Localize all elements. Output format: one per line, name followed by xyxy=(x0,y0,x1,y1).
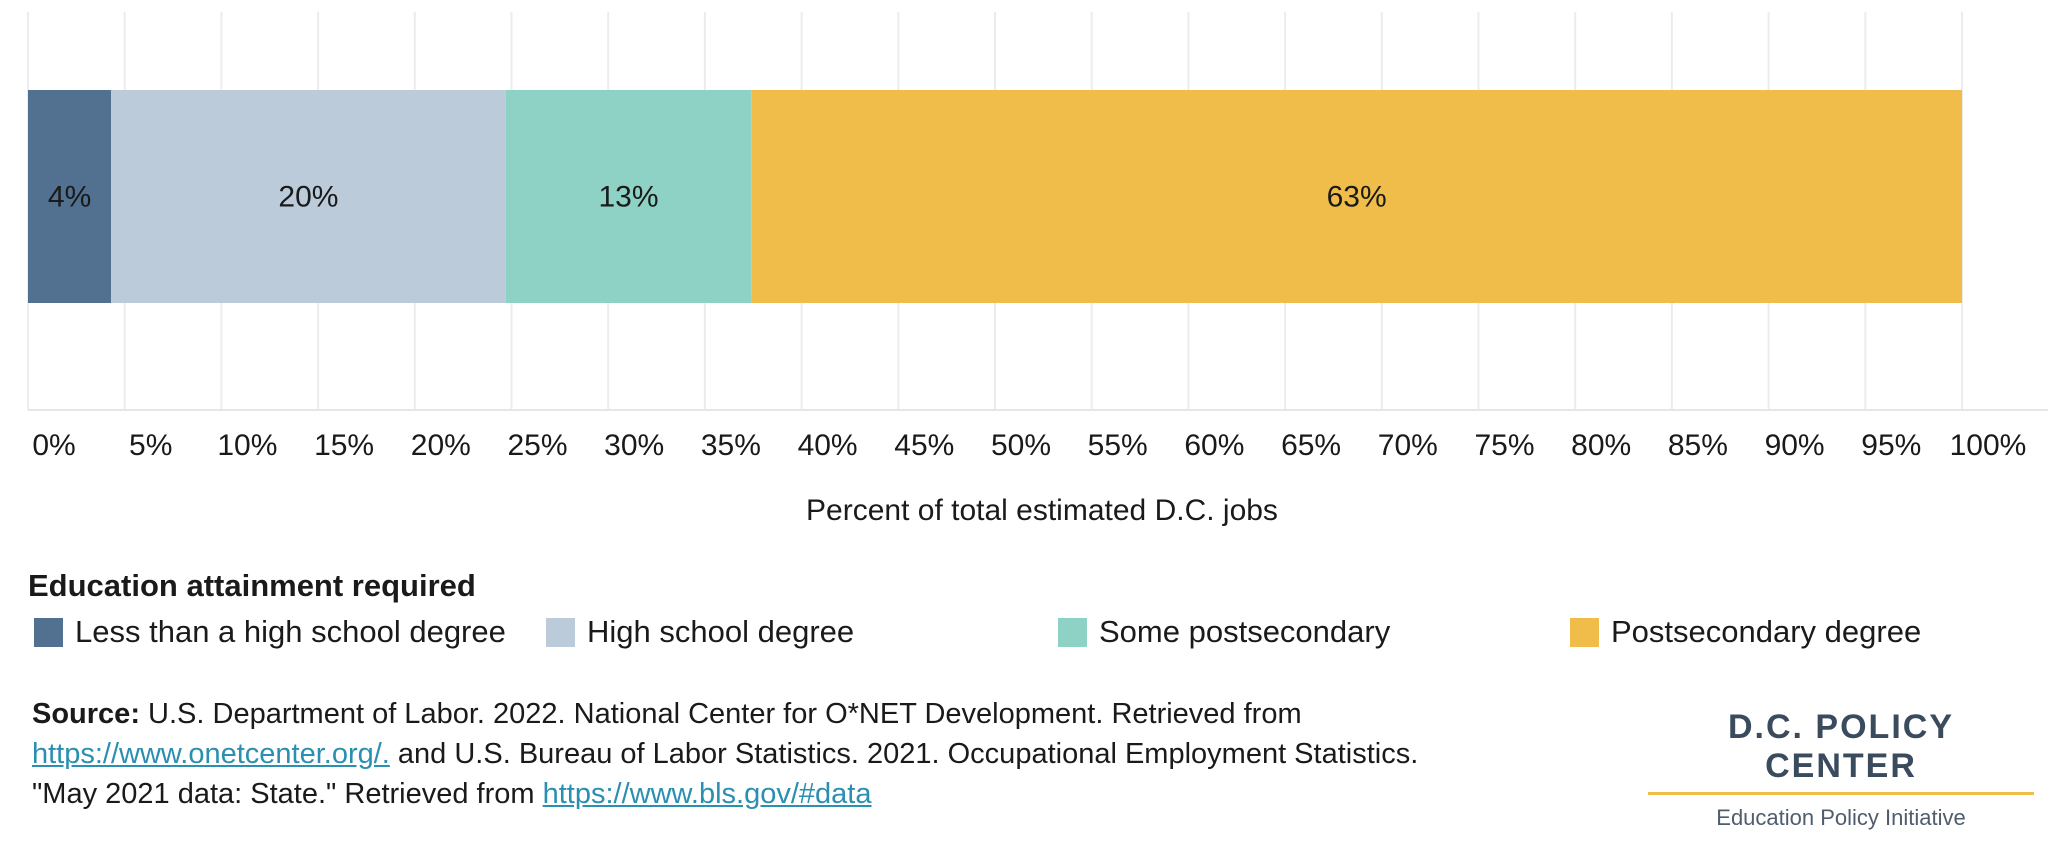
x-tick-label: 75% xyxy=(1474,429,1534,462)
bar-segment xyxy=(505,90,752,303)
data-labels: 4% 20% 13% 63% xyxy=(48,181,1387,214)
legend-item-high-school: High school degree xyxy=(546,612,854,652)
logo-name: D.C. POLICY CENTER xyxy=(1648,708,2034,795)
data-label: 63% xyxy=(1327,181,1387,214)
bar-segment xyxy=(111,90,506,303)
x-tick-label: 25% xyxy=(507,429,567,462)
bar-segment xyxy=(28,90,112,303)
x-tick-label: 45% xyxy=(894,429,954,462)
x-tick-label: 85% xyxy=(1668,429,1728,462)
legend-swatch xyxy=(546,617,575,647)
legend-label: Some postsecondary xyxy=(1099,614,1391,649)
onetcenter-link[interactable]: https://www.onetcenter.org/. xyxy=(32,738,390,770)
x-axis-title: Percent of total estimated D.C. jobs xyxy=(806,494,1278,527)
legend-label: Postsecondary degree xyxy=(1611,614,1922,649)
x-tick-label: 5% xyxy=(129,429,172,462)
source-line-2: https://www.onetcenter.org/. and U.S. Bu… xyxy=(32,734,1632,774)
bls-link[interactable]: https://www.bls.gov/#data xyxy=(542,778,872,810)
legend-title: Education attainment required xyxy=(28,568,476,603)
x-tick-label: 100% xyxy=(1950,429,2027,462)
legend-item-postsecondary-degree: Postsecondary degree xyxy=(1570,612,1921,652)
x-tick-label: 40% xyxy=(798,429,858,462)
source-label: Source: xyxy=(32,698,140,730)
x-tick-labels: 0% 5% 10% 15% 20% 25% 30% 35% 40% 45% 50% 55% 60% 65%… xyxy=(32,429,2026,462)
x-tick-label: 95% xyxy=(1861,429,1921,462)
legend-label: High school degree xyxy=(587,614,855,649)
x-tick-label: 55% xyxy=(1088,429,1148,462)
dc-policy-center-logo: D.C. POLICY CENTER Education Policy Init… xyxy=(1648,708,2034,831)
x-tick-label: 65% xyxy=(1281,429,1341,462)
legend-item-less-than-high-school: Less than a high school degree xyxy=(34,612,506,652)
bar-segments xyxy=(28,90,1963,303)
legend-swatch xyxy=(34,617,63,647)
x-tick-label: 30% xyxy=(604,429,664,462)
source-text-2: and U.S. Bureau of Labor Statistics. 202… xyxy=(389,738,1419,770)
logo-subtitle: Education Policy Initiative xyxy=(1716,805,1966,830)
source-line-3: "May 2021 data: State." Retrieved from h… xyxy=(32,774,1632,814)
x-tick-label: 60% xyxy=(1184,429,1244,462)
data-label: 13% xyxy=(598,181,658,214)
x-tick-label: 90% xyxy=(1765,429,1825,462)
stacked-bar-chart: 4% 20% 13% 63% 0% 5% 10% 15% 20% 25% 30% 35% 40% 45%… xyxy=(27,12,2048,527)
x-tick-label: 50% xyxy=(991,429,1051,462)
legend-swatch xyxy=(1570,617,1599,647)
x-tick-label: 70% xyxy=(1378,429,1438,462)
legend-swatch xyxy=(1058,617,1087,647)
source-text-3: "May 2021 data: State." Retrieved from xyxy=(32,778,543,810)
x-tick-label: 15% xyxy=(314,429,374,462)
data-label: 20% xyxy=(278,181,338,214)
source-line-1: Source: U.S. Department of Labor. 2022. … xyxy=(32,694,1632,734)
x-tick-label: 20% xyxy=(411,429,471,462)
x-tick-label: 0% xyxy=(32,429,75,462)
x-tick-label: 10% xyxy=(217,429,277,462)
legend-label: Less than a high school degree xyxy=(75,614,506,649)
source-note: Source: U.S. Department of Labor. 2022. … xyxy=(32,694,1632,814)
x-tick-label: 80% xyxy=(1571,429,1631,462)
x-tick-label: 35% xyxy=(701,429,761,462)
bar-segment xyxy=(751,90,1963,303)
legend-item-some-postsecondary: Some postsecondary xyxy=(1058,612,1390,652)
data-label: 4% xyxy=(48,181,91,214)
source-text-1: U.S. Department of Labor. 2022. National… xyxy=(139,698,1302,730)
